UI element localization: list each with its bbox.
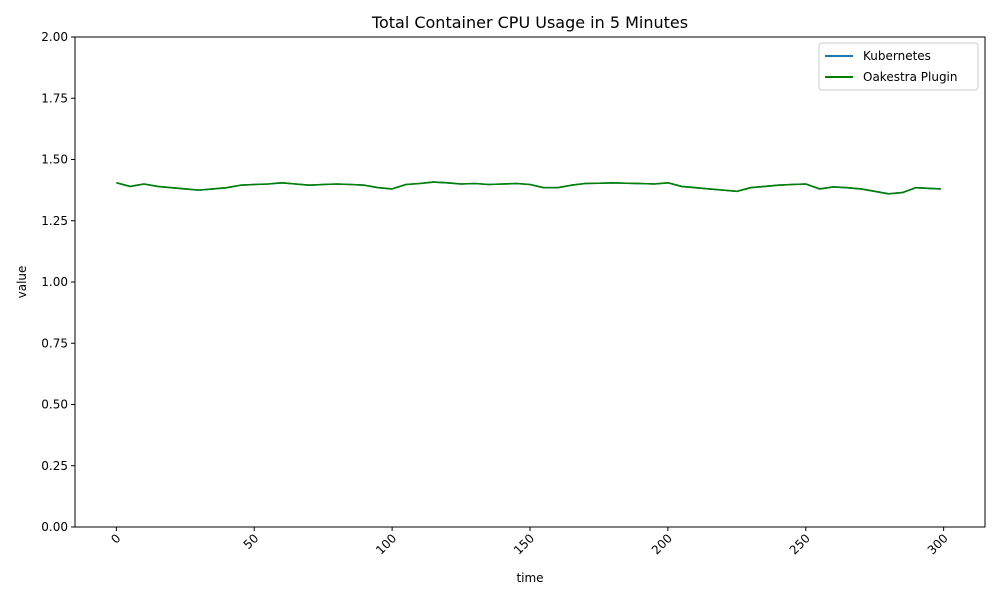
y-tick-label: 1.50: [41, 153, 68, 167]
legend: Kubernetes Oakestra Plugin: [818, 42, 979, 91]
legend-box: [818, 42, 979, 91]
y-tick-label: 1.25: [41, 214, 68, 228]
legend-label-kubernetes: Kubernetes: [863, 49, 931, 63]
y-tick-label: 0.25: [41, 459, 68, 473]
y-tick-label: 1.75: [41, 91, 68, 105]
x-axis-label: time: [516, 571, 543, 585]
y-tick-label: 1.00: [41, 275, 68, 289]
y-axis-label: value: [15, 266, 29, 299]
y-tick-label: 0.50: [41, 398, 68, 412]
legend-label-oakestra-plugin: Oakestra Plugin: [863, 70, 958, 84]
series-line-oakestra-plugin: [116, 181, 941, 195]
y-tick-label: 0.00: [41, 520, 68, 534]
plot-area: [116, 181, 941, 195]
chart-title: Total Container CPU Usage in 5 Minutes: [371, 13, 688, 32]
y-tick-label: 0.75: [41, 336, 68, 350]
y-axis-ticks: 0.00 0.25 0.50 0.75 1.00 1.25 1.50 1.75 2.00: [41, 30, 75, 534]
y-tick-label: 2.00: [41, 30, 68, 44]
